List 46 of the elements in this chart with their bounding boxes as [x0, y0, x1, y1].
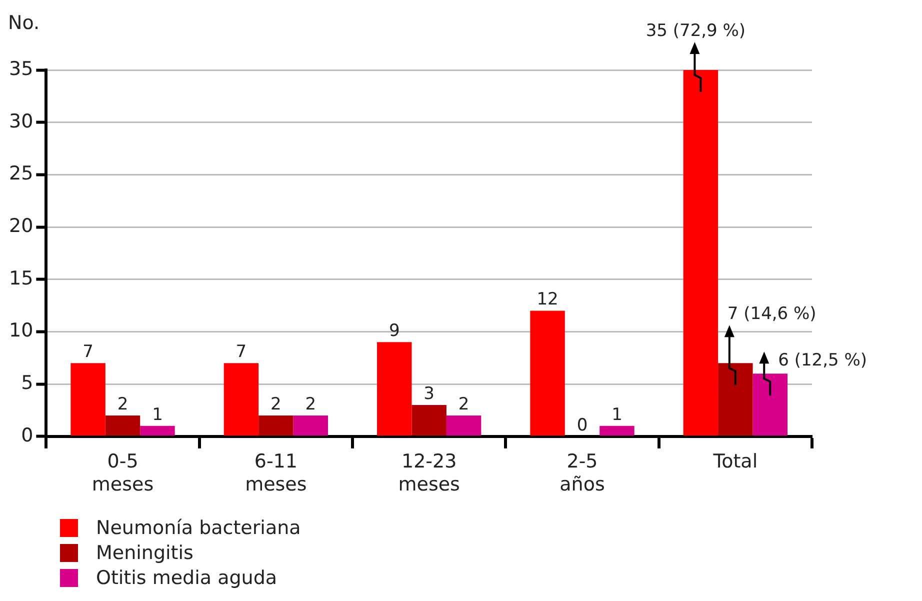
bar — [600, 426, 634, 436]
data-label: 1 — [152, 404, 163, 425]
bar — [530, 310, 565, 436]
x-tick-label: Total — [712, 450, 758, 473]
y-tick-label: 35 — [8, 58, 34, 80]
data-label: 2 — [117, 394, 128, 414]
bar — [752, 374, 788, 436]
data-label: 3 — [424, 384, 434, 404]
legend-label: Neumonía bacteriana — [96, 516, 301, 538]
y-tick-label: 5 — [21, 372, 34, 394]
bar — [258, 415, 294, 436]
bar — [412, 404, 446, 436]
y-tick-label: 30 — [8, 110, 34, 132]
bar — [718, 363, 753, 436]
data-label: 2 — [458, 394, 470, 414]
data-label: 7 (14,6 %) — [727, 304, 816, 324]
data-label: 7 — [236, 342, 247, 362]
data-label: 35 (72,9 %) — [646, 20, 746, 41]
bar — [377, 342, 412, 436]
bar — [105, 415, 140, 436]
data-label: 2 — [270, 394, 282, 414]
x-tick-label: 6-11 meses — [245, 450, 307, 496]
legend-label: Otitis media aguda — [96, 566, 278, 588]
x-tick-label: 12-23 meses — [398, 450, 460, 496]
data-label: 1 — [612, 404, 622, 425]
y-tick-label: 10 — [8, 320, 34, 342]
data-label: 6 (12,5 %) — [778, 350, 868, 371]
bar — [224, 363, 259, 436]
legend-label: Meningitis — [96, 542, 194, 564]
data-label: 7 — [82, 342, 94, 362]
y-tick-label: 20 — [8, 214, 34, 237]
bar — [70, 363, 106, 436]
x-tick-label: 0-5 meses — [92, 450, 154, 496]
data-label: 9 — [388, 321, 400, 342]
data-label: 0 — [576, 415, 588, 436]
bar — [683, 70, 718, 436]
y-axis-title: No. — [8, 12, 40, 34]
y-tick-label: 15 — [8, 267, 34, 290]
y-tick-label: 0 — [21, 424, 34, 446]
bar — [140, 426, 175, 436]
data-label: 12 — [536, 290, 558, 310]
bar — [293, 415, 328, 436]
data-label: 2 — [305, 394, 316, 414]
x-tick-label: 2-5 años — [560, 450, 605, 496]
bar — [446, 415, 482, 436]
y-tick-label: 25 — [8, 162, 34, 185]
